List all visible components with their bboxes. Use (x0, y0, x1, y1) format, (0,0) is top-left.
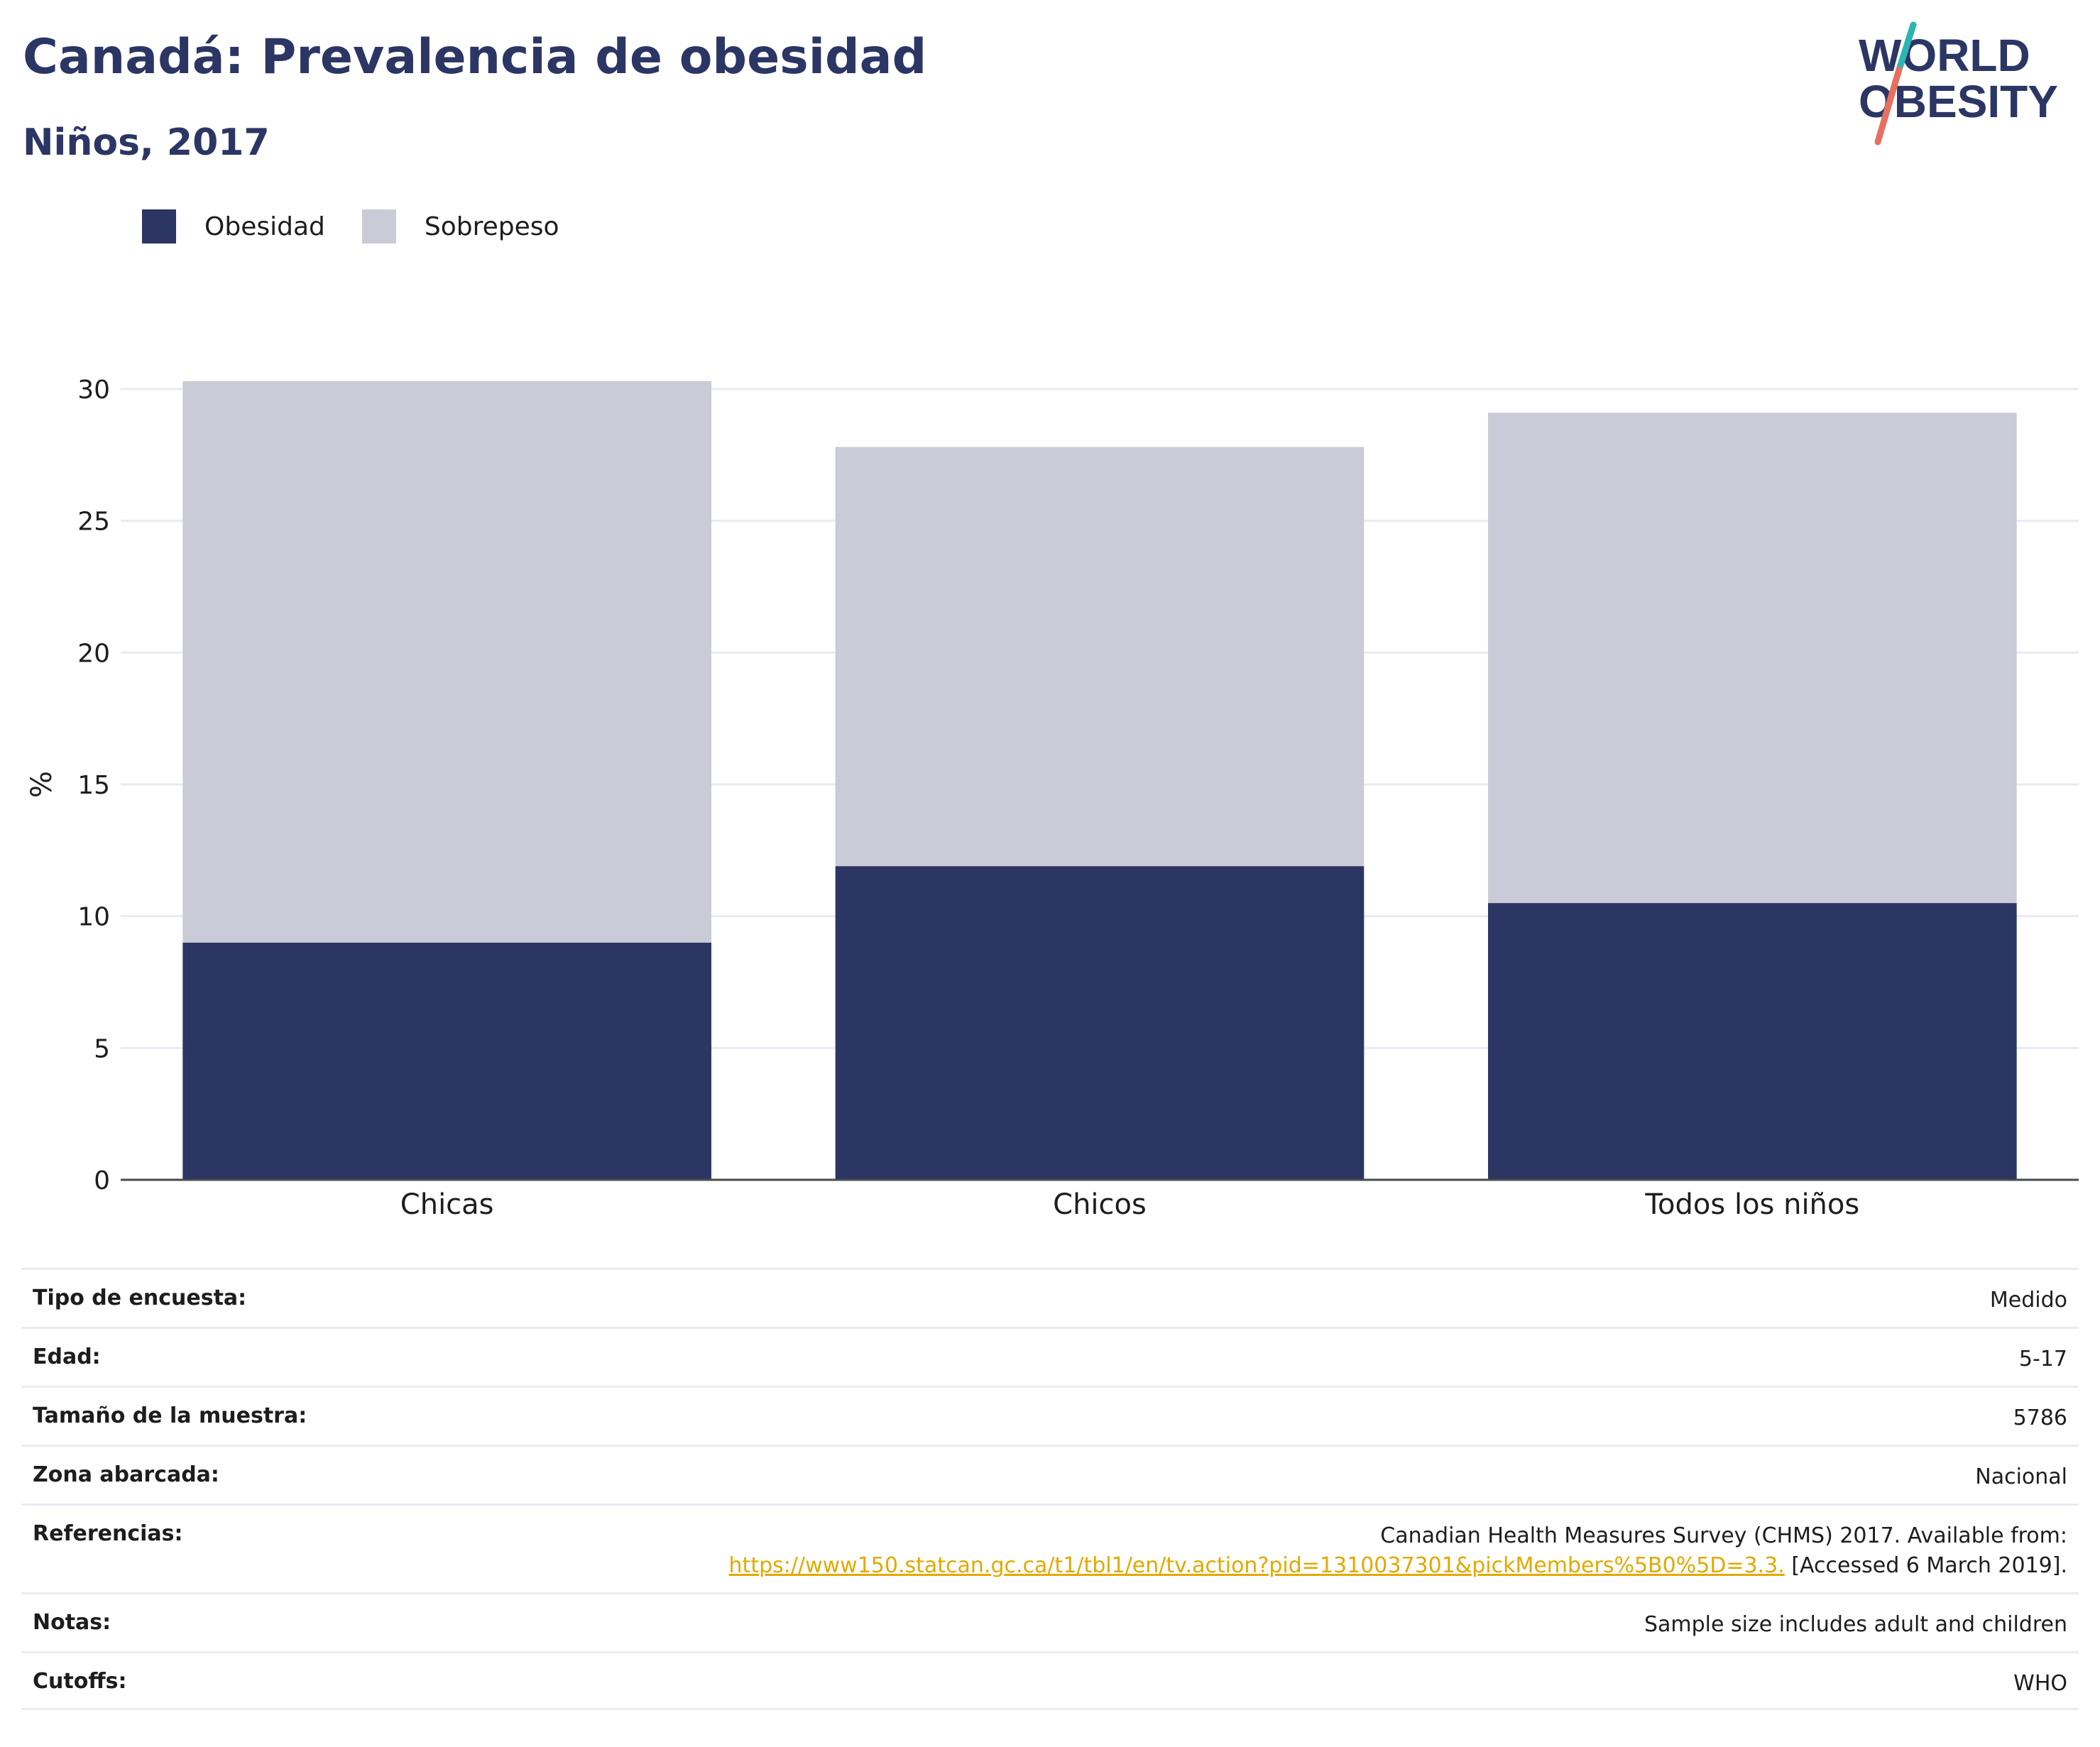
stacked-bar-chart: 0 5 10 15 20 25 30% Chicas Chicos Todos los niños (26, 376, 2079, 1221)
meta-value: Sample size includes adult and children (1644, 1612, 2067, 1637)
legend-item-obesidad[interactable]: Obesidad (142, 209, 325, 243)
y-axis-label: % (26, 771, 58, 798)
legend-item-sobrepeso[interactable]: Sobrepeso (361, 209, 559, 243)
meta-value: WHO (2013, 1671, 2067, 1696)
meta-key: Tamaño de la muestra: (33, 1403, 307, 1428)
y-tick-label: 5 (94, 1034, 110, 1063)
references-accessed: [Accessed 6 March 2019]. (1784, 1553, 2067, 1578)
meta-row-cutoffs: Cutoffs: WHO (21, 1651, 2079, 1710)
meta-key: Tipo de encuesta: (33, 1286, 247, 1310)
bar-obesidad (835, 866, 1365, 1180)
y-tick-label: 20 (77, 639, 110, 668)
y-tick-label: 15 (77, 771, 110, 800)
y-tick-label: 10 (77, 903, 110, 932)
bar-obesidad (1488, 903, 2017, 1180)
y-tick-label: 25 (77, 508, 110, 537)
legend-swatch-obesidad (142, 209, 176, 243)
world-obesity-logo: WORLD OBESITY (1859, 21, 2058, 146)
chart-legend: Obesidad Sobrepeso (142, 209, 596, 243)
bar-obesidad (182, 942, 711, 1180)
bar-sobrepeso (835, 447, 1365, 867)
meta-key: Notas: (33, 1610, 111, 1635)
meta-row-notes: Notas: Sample size includes adult and ch… (21, 1592, 2079, 1651)
legend-label-sobrepeso: Sobrepeso (424, 212, 559, 241)
references-text: Canadian Health Measures Survey (CHMS) 2… (1380, 1523, 2067, 1548)
legend-label-obesidad: Obesidad (204, 212, 325, 241)
meta-value: Medido (1989, 1288, 2067, 1313)
legend-swatch-sobrepeso (361, 209, 396, 243)
survey-details-table: Tipo de encuesta: Medido Edad: 5-17 Tama… (21, 1268, 2079, 1710)
x-tick-label: Todos los niños (1644, 1188, 1859, 1221)
meta-key: Zona abarcada: (33, 1462, 219, 1487)
y-tick-label: 30 (77, 376, 110, 405)
meta-row-area: Zona abarcada: Nacional (21, 1445, 2079, 1504)
meta-key: Cutoffs: (33, 1669, 127, 1694)
meta-value: Nacional (1975, 1464, 2067, 1489)
logo-slash-top (1896, 21, 1917, 73)
meta-key: Referencias: (33, 1521, 183, 1546)
references-link[interactable]: https://www150.statcan.gc.ca/t1/tbl1/en/… (728, 1553, 1785, 1578)
meta-row-references: Referencias: Canadian Health Measures Su… (21, 1504, 2079, 1592)
meta-value: 5-17 (2018, 1347, 2067, 1371)
bar-sobrepeso (182, 380, 711, 943)
references-value: Canadian Health Measures Survey (CHMS) 2… (729, 1521, 2067, 1581)
y-tick-label: 0 (94, 1166, 110, 1195)
x-tick-label: Chicas (400, 1188, 494, 1221)
meta-row-survey-type: Tipo de encuesta: Medido (21, 1268, 2079, 1327)
meta-value: 5786 (2013, 1406, 2067, 1430)
bar-sobrepeso (1488, 412, 2017, 904)
chart-subtitle: Niños, 2017 (23, 121, 270, 164)
chart-title: Canadá: Prevalencia de obesidad (23, 29, 927, 85)
x-tick-label: Chicos (1053, 1188, 1147, 1221)
logo-text-world: WORLD (1859, 30, 2030, 81)
logo-slash-bottom (1874, 66, 1903, 146)
meta-row-age: Edad: 5-17 (21, 1327, 2079, 1386)
meta-row-sample-size: Tamaño de la muestra: 5786 (21, 1386, 2079, 1445)
meta-key: Edad: (33, 1345, 101, 1369)
